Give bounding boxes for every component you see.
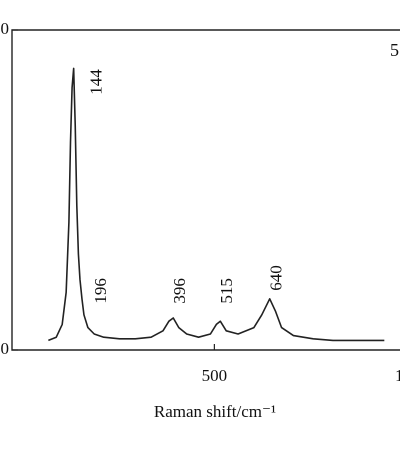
y-tick-label: 0 <box>1 19 10 38</box>
peak-label: 144 <box>87 69 106 95</box>
panel-label: 5 <box>390 40 399 60</box>
peak-label: 640 <box>267 265 286 291</box>
y-tick-label: 0 <box>1 339 10 358</box>
x-tick-label: 1000 <box>395 366 400 385</box>
x-tick-label: 500 <box>202 366 228 385</box>
peak-label: 396 <box>170 278 189 304</box>
plot-frame <box>11 29 400 351</box>
spectrum-line <box>48 67 385 342</box>
x-axis-label: Raman shift/cm⁻¹ <box>154 402 276 421</box>
peak-label: 196 <box>91 278 110 304</box>
peak-label: 515 <box>217 278 236 304</box>
